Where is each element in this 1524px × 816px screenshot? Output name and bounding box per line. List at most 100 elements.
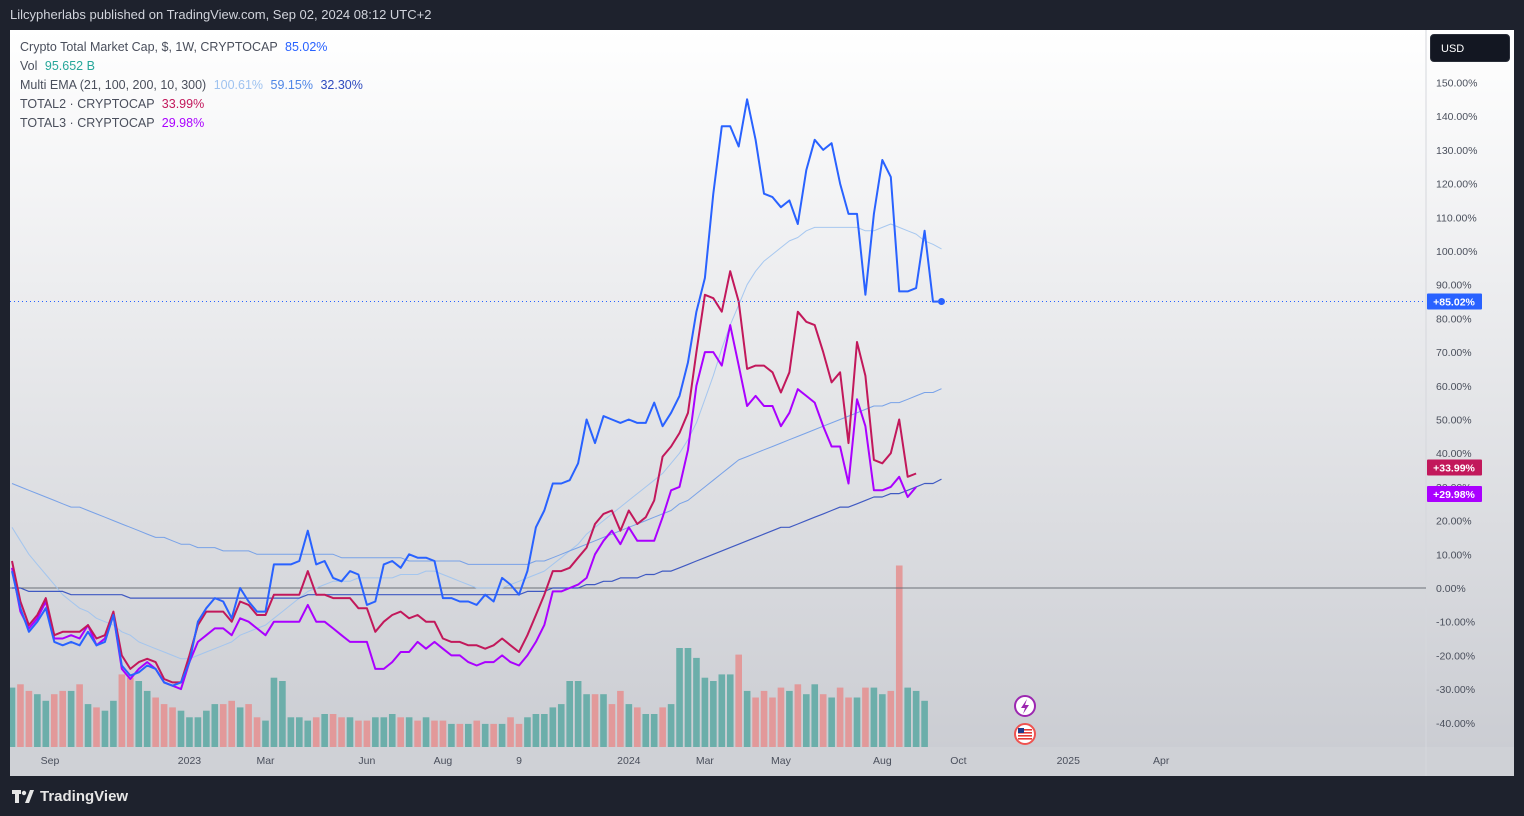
volume-bar bbox=[853, 697, 861, 747]
volume-bar bbox=[253, 717, 261, 747]
volume-bar bbox=[270, 677, 278, 747]
volume-bar bbox=[912, 690, 920, 747]
volume-bar bbox=[135, 681, 143, 747]
publisher-bar: Lilcypherlabs published on TradingView.c… bbox=[0, 0, 1524, 30]
volume-bar bbox=[321, 714, 328, 747]
y-tick-label: 130.00% bbox=[1436, 145, 1477, 157]
volume-bar bbox=[101, 710, 109, 747]
volume-bar bbox=[355, 720, 362, 747]
volume-bar bbox=[735, 654, 742, 747]
volume-bar bbox=[845, 697, 852, 747]
volume-bar bbox=[803, 694, 810, 747]
volume-bar bbox=[422, 717, 430, 747]
y-tick-label: 120.00% bbox=[1436, 179, 1477, 191]
chart-area[interactable]: 150.00% 140.00% 130.00% 120.00% 110.00% 100.0… bbox=[10, 30, 1514, 776]
y-tick-label: 40.00% bbox=[1436, 448, 1472, 460]
volume-bar bbox=[887, 690, 895, 747]
ema-21-line[interactable] bbox=[11, 223, 942, 660]
volume-bar bbox=[228, 700, 235, 747]
legend-vol[interactable]: Vol 95.652 B bbox=[20, 57, 363, 76]
volume-bar bbox=[346, 717, 354, 747]
y-tick-label: 70.00% bbox=[1436, 347, 1472, 359]
volume-bar bbox=[718, 674, 726, 747]
volume-bar bbox=[541, 714, 548, 747]
volume-bar bbox=[760, 690, 768, 747]
volume-bar bbox=[219, 704, 227, 747]
volume-bar bbox=[557, 704, 565, 747]
volume-bar bbox=[76, 684, 83, 747]
volume-bar bbox=[17, 684, 24, 747]
volume-bar bbox=[169, 707, 176, 747]
x-tick-label: Mar bbox=[696, 755, 715, 767]
volume-bar bbox=[490, 723, 497, 747]
volume-bar bbox=[786, 690, 793, 747]
volume-bar bbox=[743, 690, 751, 747]
volume-bar bbox=[50, 694, 58, 747]
us-flag-event-icon[interactable] bbox=[1014, 723, 1036, 745]
legend-main[interactable]: Crypto Total Market Cap, $, 1W, CRYPTOCA… bbox=[20, 38, 363, 57]
volume-bar bbox=[515, 723, 523, 747]
volume-bar bbox=[439, 720, 447, 747]
volume-bar bbox=[372, 717, 379, 747]
volume-bar bbox=[211, 704, 219, 747]
volume-bar bbox=[549, 707, 557, 747]
legend-total3[interactable]: TOTAL3 · CRYPTOCAP 29.98% bbox=[20, 114, 363, 133]
volume-bar bbox=[329, 714, 337, 747]
y-tick-label: 50.00% bbox=[1436, 415, 1472, 427]
volume-bar bbox=[532, 714, 540, 747]
volume-bar bbox=[177, 710, 185, 747]
legend-ema[interactable]: Multi EMA (21, 100, 200, 10, 300) 100.61… bbox=[20, 76, 363, 95]
y-tick-label: 90.00% bbox=[1436, 280, 1472, 292]
x-tick-label: 2023 bbox=[178, 755, 202, 767]
y-tick-label: 0.00% bbox=[1436, 583, 1466, 595]
volume-bar bbox=[414, 720, 421, 747]
x-tick-label: Sep bbox=[41, 755, 60, 767]
volume-bar bbox=[397, 717, 404, 747]
volume-bar bbox=[304, 720, 312, 747]
x-tick-label: Jun bbox=[358, 755, 375, 767]
legend-ema-value-1: 100.61% bbox=[213, 78, 264, 92]
y-tick-label: 20.00% bbox=[1436, 516, 1472, 528]
volume-bar bbox=[566, 681, 573, 747]
price-label-box bbox=[1427, 293, 1482, 310]
volume-bar bbox=[600, 694, 607, 747]
legend-total3-value: 29.98% bbox=[161, 116, 205, 130]
volume-bar bbox=[42, 700, 50, 747]
y-tick-label: 10.00% bbox=[1436, 549, 1472, 561]
lightning-bolt-icon bbox=[1021, 699, 1029, 714]
volume-bar bbox=[921, 700, 928, 747]
volume-bar bbox=[701, 677, 709, 747]
volume-bar bbox=[895, 565, 903, 747]
volume-bar bbox=[236, 707, 244, 747]
y-tick-label: -40.00% bbox=[1436, 718, 1475, 730]
total2-line[interactable] bbox=[11, 270, 917, 684]
flag-canton bbox=[1018, 728, 1024, 733]
price-label-text: +33.99% bbox=[1433, 462, 1475, 474]
y-tick-label: 110.00% bbox=[1436, 212, 1477, 224]
x-tick-label: Apr bbox=[1153, 755, 1170, 767]
legend-ema-label: Multi EMA (21, 100, 200, 10, 300) bbox=[20, 78, 207, 92]
volume-bar bbox=[186, 717, 193, 747]
tradingview-logo[interactable]: TradingView bbox=[12, 788, 128, 805]
currency-button[interactable]: USD bbox=[1430, 34, 1510, 62]
chart-svg[interactable]: 150.00% 140.00% 130.00% 120.00% 110.00% 100.0… bbox=[10, 30, 1514, 776]
volume-bar bbox=[752, 697, 759, 747]
ema-100-line[interactable] bbox=[11, 388, 942, 565]
total-line[interactable] bbox=[11, 98, 942, 687]
volume-bar bbox=[296, 717, 303, 747]
tradingview-logo-icon bbox=[12, 789, 34, 803]
legend-main-value: 85.02% bbox=[285, 40, 328, 54]
y-tick-label: -30.00% bbox=[1436, 684, 1475, 696]
flag-stripe bbox=[1018, 735, 1032, 737]
price-label-text: +85.02% bbox=[1433, 296, 1475, 308]
legend-total3-label: TOTAL3 · CRYPTOCAP bbox=[20, 116, 155, 130]
volume-bar bbox=[659, 707, 666, 747]
volume-bar bbox=[338, 717, 345, 747]
volume-bar bbox=[388, 714, 396, 747]
ema-200-line[interactable] bbox=[12, 478, 942, 599]
legend-ema-value-3: 32.30% bbox=[320, 78, 363, 92]
legend-total2[interactable]: TOTAL2 · CRYPTOCAP 33.99% bbox=[20, 95, 363, 114]
price-label-text: +29.98% bbox=[1433, 489, 1475, 501]
volume-bar bbox=[84, 704, 92, 747]
y-tick-label: 80.00% bbox=[1436, 313, 1472, 325]
